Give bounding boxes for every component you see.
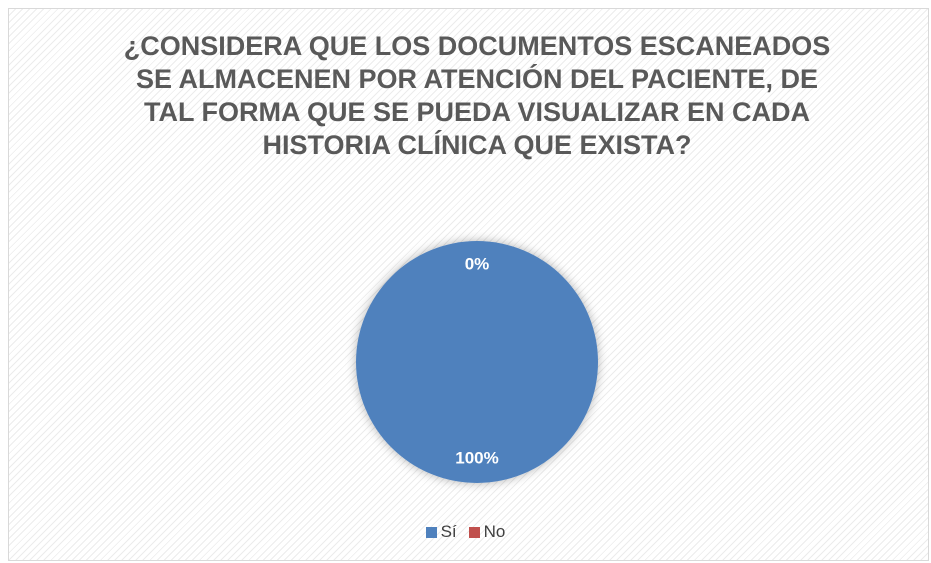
legend-swatch <box>468 526 480 538</box>
legend-label: No <box>483 522 506 541</box>
legend-item: No <box>468 522 506 542</box>
pie <box>356 241 598 483</box>
pie-slice <box>356 241 598 483</box>
chart-title: ¿CONSIDERA QUE LOS DOCUMENTOS ESCANEADOS… <box>123 31 831 160</box>
data-label: 0% <box>465 255 490 274</box>
legend-swatch <box>425 526 437 538</box>
data-label: 100% <box>455 448 498 467</box>
legend: Sí No <box>0 522 931 542</box>
legend-item: Sí <box>425 522 457 542</box>
legend-label: Sí <box>440 522 457 541</box>
